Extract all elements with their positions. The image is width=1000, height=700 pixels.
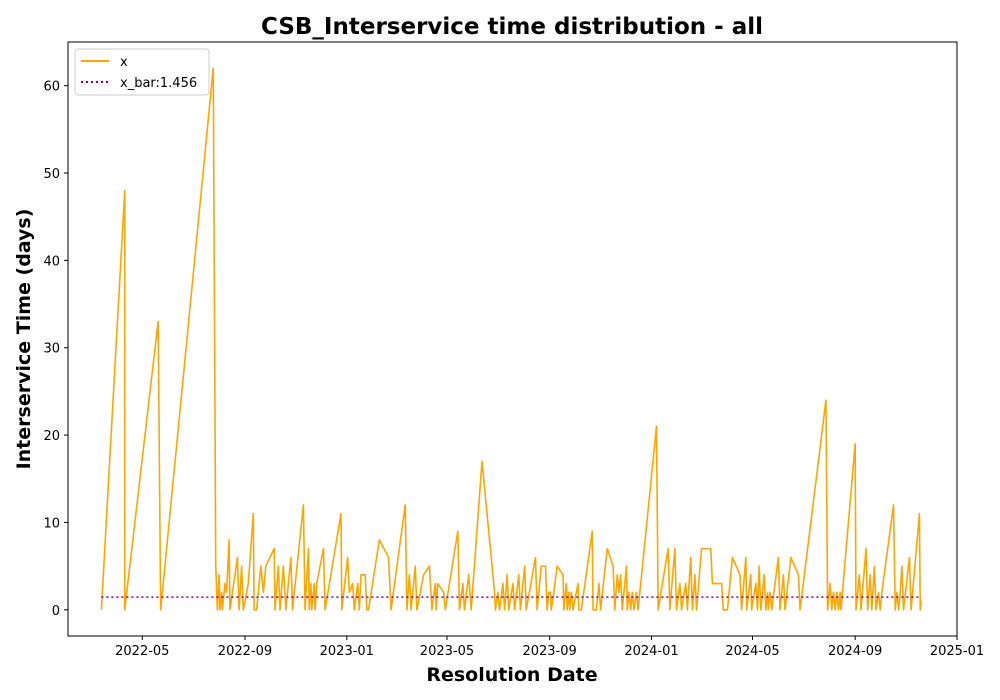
x-axis: 2022-05 2022-09 2023-01 2023-05 2023-09 2024-… bbox=[115, 636, 984, 659]
plot-frame bbox=[67, 41, 958, 637]
chart-title: CSB_Interservice time distribution - all bbox=[261, 14, 763, 40]
x-tick-label: 2022-05 bbox=[115, 644, 169, 659]
plot-background bbox=[68, 42, 957, 636]
x-tick-label: 2024-09 bbox=[828, 644, 882, 659]
y-tick-label: 50 bbox=[43, 167, 60, 182]
legend: x x_bar:1.456 bbox=[74, 48, 210, 96]
y-tick-label: 60 bbox=[43, 80, 60, 95]
series-line-x bbox=[100, 67, 922, 611]
x-tick-label: 2023-09 bbox=[522, 644, 576, 659]
y-tick-label: 20 bbox=[43, 429, 60, 444]
y-axis-label: Interservice Time (days) bbox=[13, 209, 35, 470]
y-tick-label: 40 bbox=[43, 254, 60, 269]
x-tick-label: 2024-05 bbox=[725, 644, 779, 659]
x-tick-label: 2024-01 bbox=[624, 644, 678, 659]
legend-label-x: x bbox=[120, 55, 128, 70]
series-layer bbox=[100, 67, 922, 611]
x-tick-label: 2023-01 bbox=[320, 644, 374, 659]
x-tick-label: 2023-05 bbox=[420, 644, 474, 659]
y-tick-label: 10 bbox=[43, 516, 60, 531]
x-tick-label: 2022-09 bbox=[218, 644, 272, 659]
legend-label-x-bar: x_bar:1.456 bbox=[120, 76, 197, 91]
plot-area bbox=[67, 41, 958, 637]
x-tick-label: 2025-01 bbox=[930, 644, 984, 659]
y-axis: 0 10 20 30 40 50 60 bbox=[43, 80, 68, 619]
x-axis-label: Resolution Date bbox=[426, 664, 597, 686]
y-tick-label: 30 bbox=[43, 342, 60, 357]
y-tick-label: 0 bbox=[52, 604, 60, 619]
